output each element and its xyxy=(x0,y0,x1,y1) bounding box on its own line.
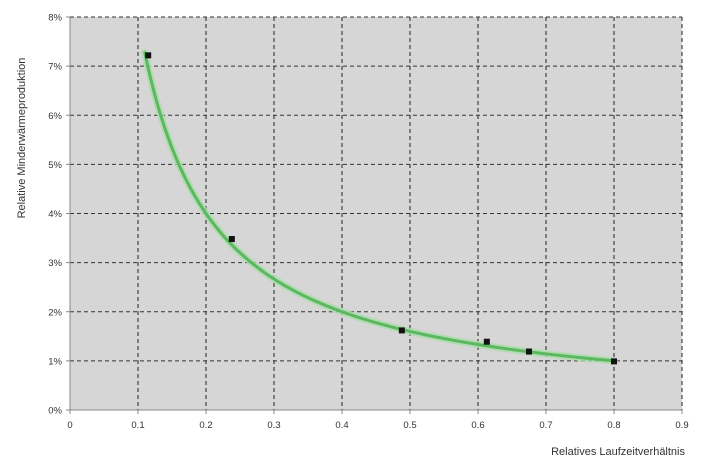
x-tick-label: 0.4 xyxy=(335,420,348,431)
x-tick-label: 0.2 xyxy=(199,420,212,431)
y-tick-label: 8% xyxy=(48,13,62,24)
grid xyxy=(70,16,683,410)
data-points-layer xyxy=(145,52,617,365)
y-tick-label: 2% xyxy=(48,307,62,318)
data-point xyxy=(611,358,617,365)
y-tick-label: 5% xyxy=(48,160,62,171)
y-tick-label: 1% xyxy=(48,356,62,367)
data-point xyxy=(228,236,235,243)
data-point xyxy=(145,52,152,59)
x-tick-label: 0.6 xyxy=(471,420,484,431)
x-tick-label: 0 xyxy=(67,420,72,431)
x-tick-label: 0.1 xyxy=(131,420,144,431)
y-axis-title: Relative Minderwärmeproduktion xyxy=(16,58,28,219)
tick-labels: 0 0.1 0.2 0.3 0.4 0.5 0.6 0.7 0.8 0.9 0% 1% 2% 3% 4% 5%… xyxy=(48,13,688,432)
y-tick-label: 0% xyxy=(48,406,62,417)
fit-curve xyxy=(143,51,616,363)
axes xyxy=(66,16,683,414)
data-point xyxy=(398,327,405,334)
x-tick-label: 0.9 xyxy=(675,420,688,431)
y-tick-label: 3% xyxy=(48,258,62,269)
y-tick-label: 6% xyxy=(48,111,62,122)
y-tick-label: 7% xyxy=(48,62,62,73)
x-tick-label: 0.5 xyxy=(403,420,416,431)
data-point xyxy=(526,348,532,355)
data-point xyxy=(483,338,490,345)
fit-curve-layer xyxy=(141,49,618,365)
x-tick-label: 0.3 xyxy=(267,420,280,431)
y-tick-label: 4% xyxy=(48,209,62,220)
x-tick-label: 0.7 xyxy=(539,420,552,431)
x-tick-label: 0.8 xyxy=(607,420,620,431)
x-axis-title: Relatives Laufzeitverhältnis xyxy=(551,446,685,458)
